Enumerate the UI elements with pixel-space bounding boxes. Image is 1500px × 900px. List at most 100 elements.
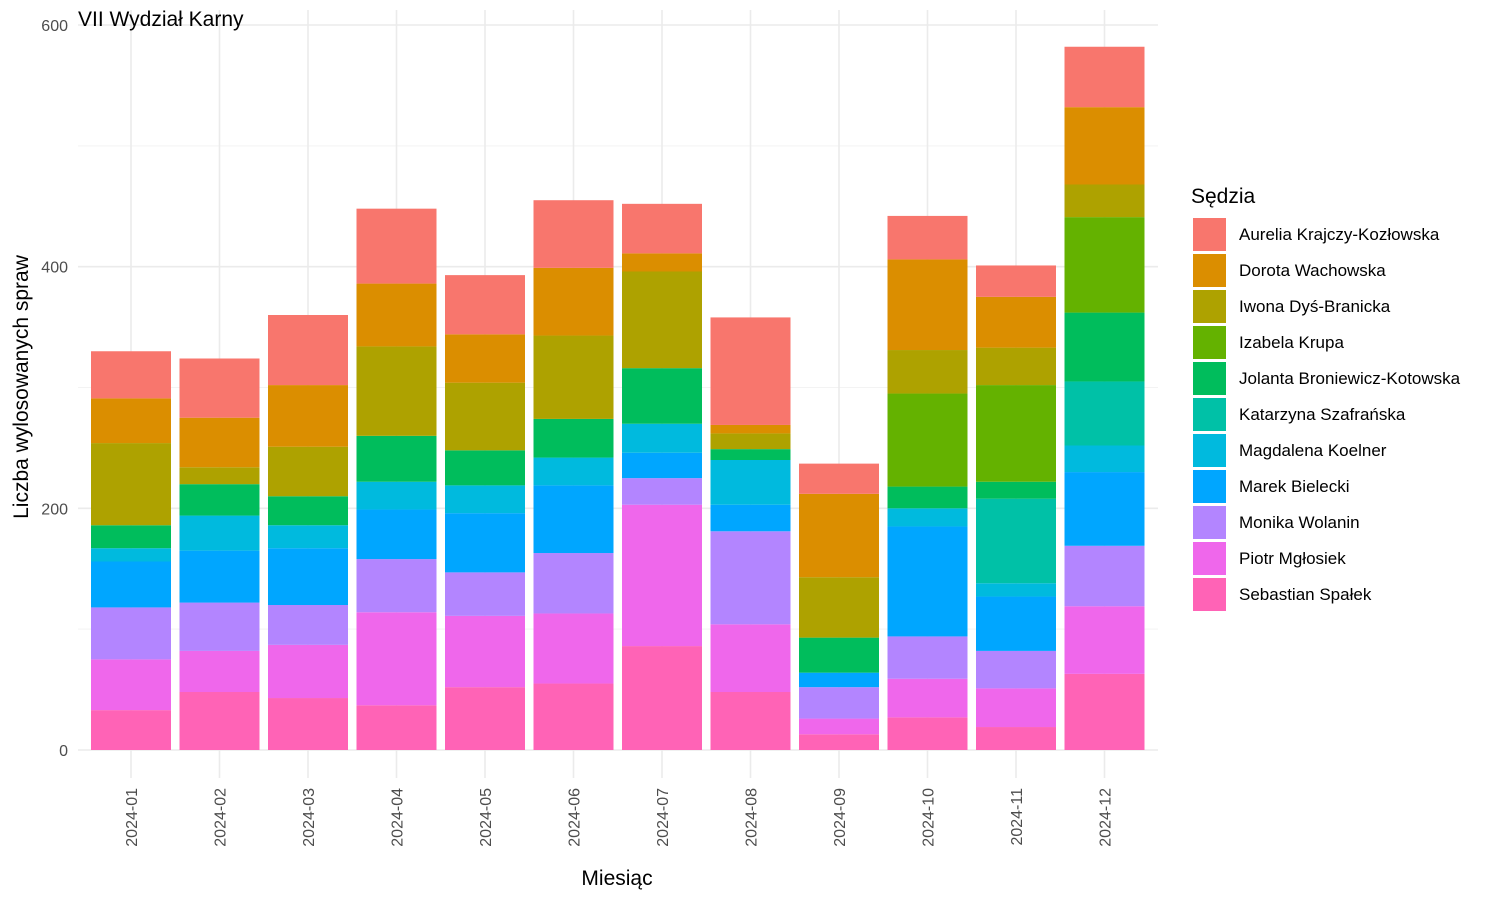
bar-segment: Iwona Dyś-Branicka 2024-10: 36 — [887, 350, 968, 394]
bar-segment: Dorota Wachowska 2024-06: 56 — [533, 267, 614, 336]
legend-label: Izabela Krupa — [1239, 333, 1344, 352]
bar-segment: Marek Bielecki 2024-12: 61 — [1064, 472, 1145, 546]
legend-swatch — [1193, 218, 1226, 251]
bar-segment: Marek Bielecki 2024-04: 41 — [356, 509, 437, 560]
legend-swatch — [1193, 470, 1226, 503]
bar-segment: Magdalena Koelner 2024-05: 23 — [445, 485, 525, 514]
bar-segment: Aurelia Krajczy-Kozłowska 2024-11: 26 — [976, 265, 1056, 297]
bar-segment: Iwona Dyś-Branicka 2024-06: 69 — [533, 335, 614, 419]
bar-segment: Jolanta Broniewicz-Kotowska 2024-02: 26 — [179, 484, 260, 516]
x-tick-label: 2024-01 — [124, 788, 141, 847]
legend-swatch — [1193, 290, 1226, 323]
bar-segment: Piotr Mgłosiek 2024-07: 117 — [622, 504, 702, 647]
bar-segment: Magdalena Koelner 2024-12: 22 — [1064, 445, 1145, 473]
legend-swatch — [1193, 398, 1226, 431]
bar-segment: Piotr Mgłosiek 2024-08: 56 — [710, 624, 791, 692]
y-tick-label: 0 — [59, 743, 68, 760]
bar-segment: Dorota Wachowska 2024-03: 51 — [268, 385, 348, 447]
x-tick-label: 2024-02 — [213, 788, 230, 847]
bar-segment: Jolanta Broniewicz-Kotowska 2024-12: 57 — [1064, 312, 1145, 382]
bar-segment: Piotr Mgłosiek 2024-03: 44 — [268, 644, 348, 699]
y-axis-tick-labels: 0 200 400 600 — [41, 18, 68, 760]
bar-segment: Jolanta Broniewicz-Kotowska 2024-04: 38 — [356, 435, 437, 482]
bar-segment: Iwona Dyś-Branicka 2024-11: 31 — [976, 347, 1056, 386]
bar-segment: Iwona Dyś-Branicka 2024-05: 56 — [445, 382, 525, 451]
bar-segment: Monika Wolanin 2024-03: 33 — [268, 605, 348, 645]
x-tick-label: 2024-09 — [832, 788, 849, 847]
legend-label: Piotr Mgłosiek — [1239, 549, 1346, 568]
bar-segment: Jolanta Broniewicz-Kotowska 2024-05: 29 — [445, 450, 525, 486]
x-tick-label: 2024-03 — [301, 788, 318, 847]
bar-segment: Sebastian Spałek 2024-10: 27 — [887, 717, 968, 750]
legend-swatch — [1193, 506, 1226, 539]
bar-segment: Monika Wolanin 2024-04: 44 — [356, 559, 437, 613]
bar-segment: Aurelia Krajczy-Kozłowska 2024-12: 50 — [1064, 46, 1145, 108]
bar-segment: Dorota Wachowska 2024-05: 40 — [445, 334, 525, 383]
bar-segment: Piotr Mgłosiek 2024-04: 77 — [356, 612, 437, 706]
bar-segment: Piotr Mgłosiek 2024-01: 42 — [91, 659, 171, 711]
legend-swatch — [1193, 362, 1226, 395]
bar-segment: Aurelia Krajczy-Kozłowska 2024-06: 56 — [533, 200, 614, 268]
x-axis-tick-labels: 2024-01 2024-02 2024-03 2024-04 2024-05 2024-… — [124, 788, 1115, 847]
bar-segment: Jolanta Broniewicz-Kotowska 2024-06: 32 — [533, 418, 614, 458]
x-tick-label: 2024-07 — [655, 788, 672, 847]
bar-segment: Izabela Krupa 2024-12: 79 — [1064, 217, 1145, 313]
bar-segment: Monika Wolanin 2024-05: 36 — [445, 572, 525, 616]
bar-segment: Piotr Mgłosiek 2024-06: 58 — [533, 613, 614, 684]
x-axis-title: Miesiąc — [581, 867, 652, 890]
bar-segment: Monika Wolanin 2024-08: 77 — [710, 531, 791, 625]
bar-segment: Piotr Mgłosiek 2024-05: 59 — [445, 615, 525, 688]
y-tick-label: 600 — [41, 18, 68, 35]
chart-title: VII Wydział Karny — [78, 8, 244, 31]
bars: Sebastian Spałek 2024-01: 33Piotr Mgłosi… — [91, 46, 1145, 750]
bar-segment: Magdalena Koelner 2024-03: 19 — [268, 525, 348, 549]
x-tick-label: 2024-10 — [921, 788, 938, 847]
x-tick-label: 2024-05 — [478, 788, 495, 847]
bar-segment: Aurelia Krajczy-Kozłowska 2024-04: 62 — [356, 208, 437, 284]
legend-label: Dorota Wachowska — [1239, 261, 1386, 280]
y-tick-label: 400 — [41, 260, 68, 277]
bar-segment: Marek Bielecki 2024-06: 56 — [533, 485, 614, 554]
y-axis-title: Liczba wylosowanych spraw — [10, 254, 33, 519]
bar-segment: Marek Bielecki 2024-11: 45 — [976, 596, 1056, 651]
legend-label: Jolanta Broniewicz-Kotowska — [1239, 369, 1461, 388]
bar-segment: Marek Bielecki 2024-10: 91 — [887, 526, 968, 637]
bar-segment: Aurelia Krajczy-Kozłowska 2024-09: 25 — [799, 463, 879, 494]
bar-segment: Marek Bielecki 2024-09: 12 — [799, 672, 879, 688]
bar-segment: Sebastian Spałek 2024-06: 55 — [533, 683, 614, 750]
bar-segment: Iwona Dyś-Branicka 2024-08: 13 — [710, 433, 791, 450]
bar-segment: Iwona Dyś-Branicka 2024-03: 41 — [268, 446, 348, 497]
bar-segment: Sebastian Spałek 2024-09: 13 — [799, 734, 879, 750]
x-tick-label: 2024-11 — [1009, 788, 1026, 846]
bar-segment: Dorota Wachowska 2024-02: 41 — [179, 417, 260, 468]
bar-segment: Jolanta Broniewicz-Kotowska 2024-10: 18 — [887, 486, 968, 509]
bar-segment: Sebastian Spałek 2024-11: 19 — [976, 727, 1056, 750]
bar-segment: Jolanta Broniewicz-Kotowska 2024-08: 9 — [710, 449, 791, 460]
bar-segment: Iwona Dyś-Branicka 2024-12: 27 — [1064, 184, 1145, 218]
bar-segment: Aurelia Krajczy-Kozłowska 2024-05: 49 — [445, 275, 525, 335]
bar-segment: Marek Bielecki 2024-05: 49 — [445, 513, 525, 573]
bar-segment: Aurelia Krajczy-Kozłowska 2024-10: 36 — [887, 215, 968, 260]
bar-segment: Dorota Wachowska 2024-09: 69 — [799, 493, 879, 578]
bar-segment: Jolanta Broniewicz-Kotowska 2024-01: 19 — [91, 525, 171, 549]
bar-segment: Monika Wolanin 2024-09: 26 — [799, 687, 879, 719]
bar-segment: Jolanta Broniewicz-Kotowska 2024-03: 24 — [268, 496, 348, 526]
x-tick-label: 2024-04 — [390, 788, 407, 847]
x-tick-label: 2024-06 — [567, 788, 584, 847]
bar-segment: Dorota Wachowska 2024-12: 64 — [1064, 107, 1145, 185]
legend-swatch — [1193, 254, 1226, 287]
bar-segment: Magdalena Koelner 2024-11: 11 — [976, 583, 1056, 597]
bar-segment: Piotr Mgłosiek 2024-11: 32 — [976, 688, 1056, 728]
bar-segment: Dorota Wachowska 2024-10: 75 — [887, 259, 968, 351]
bar-segment: Marek Bielecki 2024-08: 22 — [710, 504, 791, 532]
legend-label: Magdalena Koelner — [1239, 441, 1387, 460]
bar-segment: Sebastian Spałek 2024-03: 43 — [268, 698, 348, 750]
bar-segment: Sebastian Spałek 2024-12: 63 — [1064, 673, 1145, 750]
legend-swatch — [1193, 434, 1226, 467]
bar-segment: Sebastian Spałek 2024-04: 37 — [356, 705, 437, 750]
bar-segment: Monika Wolanin 2024-07: 22 — [622, 478, 702, 505]
legend-label: Iwona Dyś-Branicka — [1239, 297, 1391, 316]
bar-segment: Sebastian Spałek 2024-01: 33 — [91, 710, 171, 750]
legend-label: Aurelia Krajczy-Kozłowska — [1239, 225, 1440, 244]
bar-segment: Iwona Dyś-Branicka 2024-01: 68 — [91, 443, 171, 526]
